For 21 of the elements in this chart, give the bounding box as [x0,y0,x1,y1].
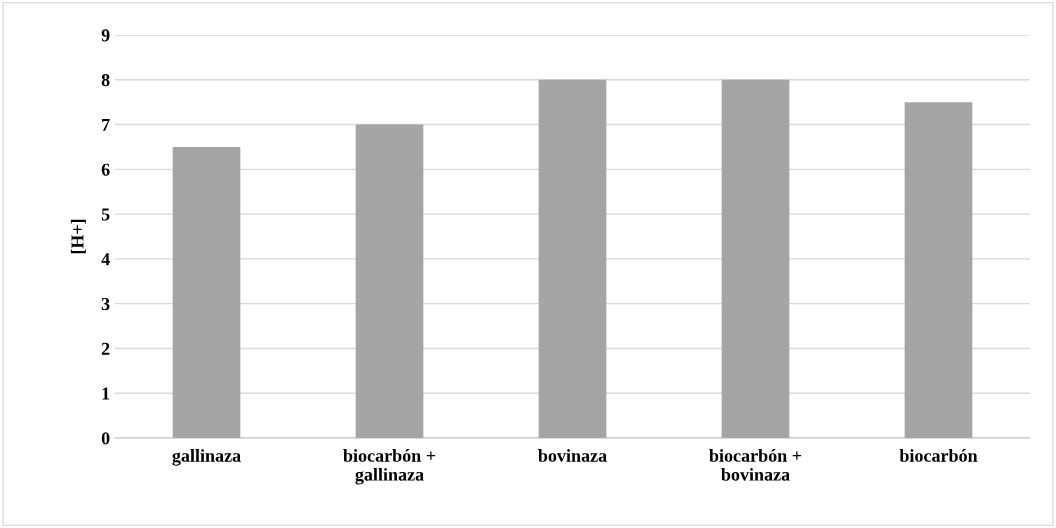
x-tick-label: biocarbón + bovinaza [709,449,802,481]
x-tick-label: biocarbón + gallinaza [343,449,436,485]
x-tick-label: biocarbón [899,449,978,462]
y-tick-label: 8 [101,74,110,87]
y-tick-label: 6 [101,163,110,176]
y-tick-label: 1 [102,387,110,400]
bar [904,102,973,438]
x-tick-label: bovinaza [538,449,607,462]
y-tick-label: 9 [101,29,110,42]
bar [355,124,424,438]
y-tick-label: 0 [101,432,110,445]
bar [721,79,790,438]
bar [172,146,241,438]
y-tick-label: 2 [101,342,110,355]
y-axis-title: [H+] [70,219,86,254]
y-tick-label: 4 [101,253,110,266]
x-tick-label: gallinaza [172,449,241,466]
y-tick-label: 5 [101,208,110,221]
bar [538,79,607,438]
y-tick-label: 3 [101,297,110,311]
y-tick-label: 7 [102,119,110,131]
